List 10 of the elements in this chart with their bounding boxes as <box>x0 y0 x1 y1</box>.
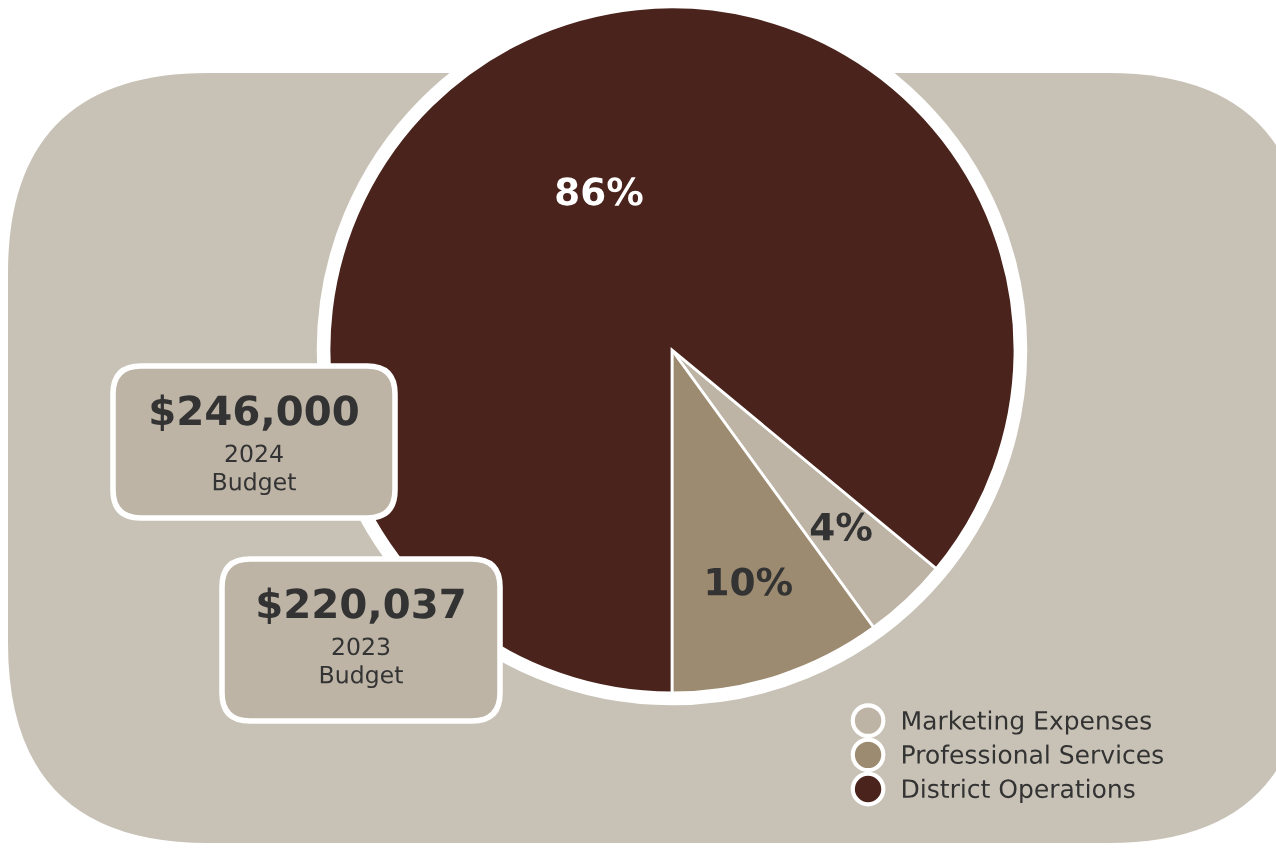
legend-label: District Operations <box>903 778 1135 803</box>
text: 2024 Budget <box>213 444 296 496</box>
data-label: 86% <box>556 177 643 206</box>
text: 2023 Budget <box>320 637 403 689</box>
data-label: 4% <box>810 512 872 541</box>
legend-label: Professional Services <box>903 744 1163 764</box>
data-label: 10% <box>707 567 792 596</box>
text: $220,037 <box>258 587 464 625</box>
legend-label: Marketing Expenses <box>903 710 1151 735</box>
text: $246,000 <box>151 394 358 432</box>
